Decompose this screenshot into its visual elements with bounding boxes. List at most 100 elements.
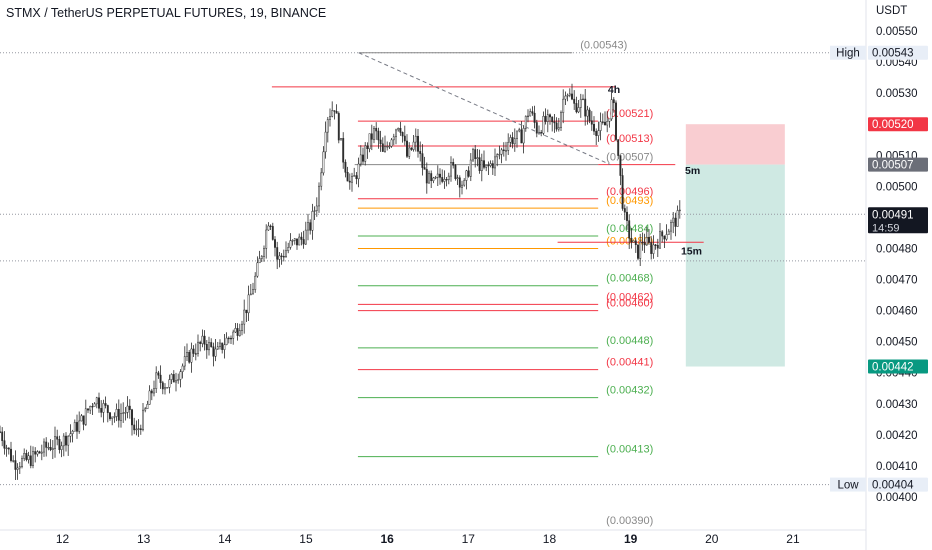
candle-body (533, 112, 536, 123)
candle-body (329, 116, 331, 120)
time-tick-19: 19 (624, 532, 638, 546)
level-lines: (0.00543) (0.00521) (0.00513) (0.00507) (0.0… (271, 40, 704, 527)
candle-body (7, 447, 10, 450)
candle-body (551, 116, 554, 123)
candle-body (564, 95, 567, 100)
chart-title: STMX / TetherUS PERPETUAL FUTURES, 19, B… (6, 6, 327, 20)
candle-body (368, 133, 371, 150)
stop-loss-zone (685, 124, 785, 165)
candle-body (51, 448, 54, 450)
candle-body (641, 241, 644, 244)
candle-body (348, 180, 351, 183)
price-axis[interactable]: USDT0.005500.005400.005300.005200.005100… (830, 0, 928, 550)
candle-body (412, 141, 415, 150)
candle-body (14, 460, 17, 470)
candle-body (40, 451, 43, 454)
price-tick-0.00410: 0.00410 (876, 461, 918, 473)
candle-body (562, 98, 565, 113)
time-axis[interactable]: 12 13 14 15 16 17 18 19 20 21 (0, 529, 866, 546)
candle-body (678, 209, 681, 212)
candle-body (516, 130, 518, 139)
candle-body (483, 160, 485, 168)
candle-body (390, 139, 393, 147)
time-tick-21: 21 (786, 532, 800, 546)
price-axis-unit: USDT (876, 5, 907, 17)
candle-body (476, 157, 479, 159)
candle-body (5, 447, 8, 450)
candle-body (557, 127, 560, 130)
candle-body (12, 460, 15, 462)
candle-body (370, 133, 373, 140)
candle-body (588, 109, 591, 121)
candle-body (221, 342, 224, 350)
candle-body (3, 440, 6, 449)
time-tick-18: 18 (543, 532, 557, 546)
candle-body (223, 344, 226, 350)
candle-body (256, 262, 259, 277)
level-label-2: (0.00513) (606, 133, 653, 145)
candle-body (23, 453, 26, 459)
candle-body (395, 129, 397, 138)
candle-body (575, 103, 578, 113)
candle-body (25, 453, 28, 460)
candle-body (150, 390, 153, 394)
candle-body (353, 175, 356, 177)
candle-body (399, 128, 402, 133)
candle-body (267, 225, 270, 231)
candle-body (91, 406, 94, 408)
candle-body (597, 130, 600, 136)
candle-body (298, 236, 301, 246)
candle-body (113, 416, 116, 418)
price-tag-0.00507: 0.00507 (872, 160, 914, 172)
candle-body (645, 236, 648, 246)
candle-body (667, 230, 670, 235)
candle-body (201, 335, 204, 344)
candle-body (109, 412, 111, 419)
candle-body (654, 244, 657, 246)
candle-body (289, 240, 292, 248)
candle-body (661, 231, 664, 237)
candle-body (205, 344, 208, 351)
candle-body (469, 159, 472, 177)
candle-body (430, 173, 433, 182)
candle-body (265, 229, 268, 249)
candle-body (164, 387, 166, 390)
candle-body (467, 170, 470, 177)
candle-body (434, 177, 437, 179)
candle-body (465, 170, 468, 181)
candle-body (443, 179, 446, 182)
candle-body (67, 435, 70, 446)
candle-body (377, 130, 380, 141)
candle-body (219, 342, 221, 348)
candle-body (392, 136, 395, 141)
candle-body (144, 408, 147, 411)
candle-body (410, 147, 413, 150)
candle-body (500, 149, 503, 155)
candle-body (650, 242, 653, 254)
level-label-9: (0.00462) (606, 291, 653, 303)
candle-body (531, 111, 534, 114)
candle-body (100, 408, 103, 413)
candle-body (245, 309, 248, 314)
candle-body (135, 428, 138, 431)
candle-body (527, 115, 529, 118)
price-tag-0.00543: 0.00543 (872, 48, 914, 60)
candle-body (177, 379, 180, 381)
candle-body (579, 98, 582, 108)
candle-body (676, 210, 679, 227)
price-tick-0.00550: 0.00550 (876, 26, 918, 38)
candle-body (634, 240, 637, 245)
candle-body (505, 150, 507, 152)
price-tick-0.00450: 0.00450 (876, 337, 918, 349)
candle-body (670, 222, 672, 232)
candle-body (540, 131, 543, 134)
price-tag-0.00491: 0.00491 (872, 209, 914, 221)
candle-body (280, 255, 283, 257)
level-label-3: (0.00507) (606, 152, 653, 164)
candle-body (408, 147, 411, 157)
candle-body (672, 217, 675, 223)
candle-body (333, 110, 336, 112)
level-label-8: (0.00468) (606, 273, 653, 285)
candle-body (586, 109, 589, 117)
